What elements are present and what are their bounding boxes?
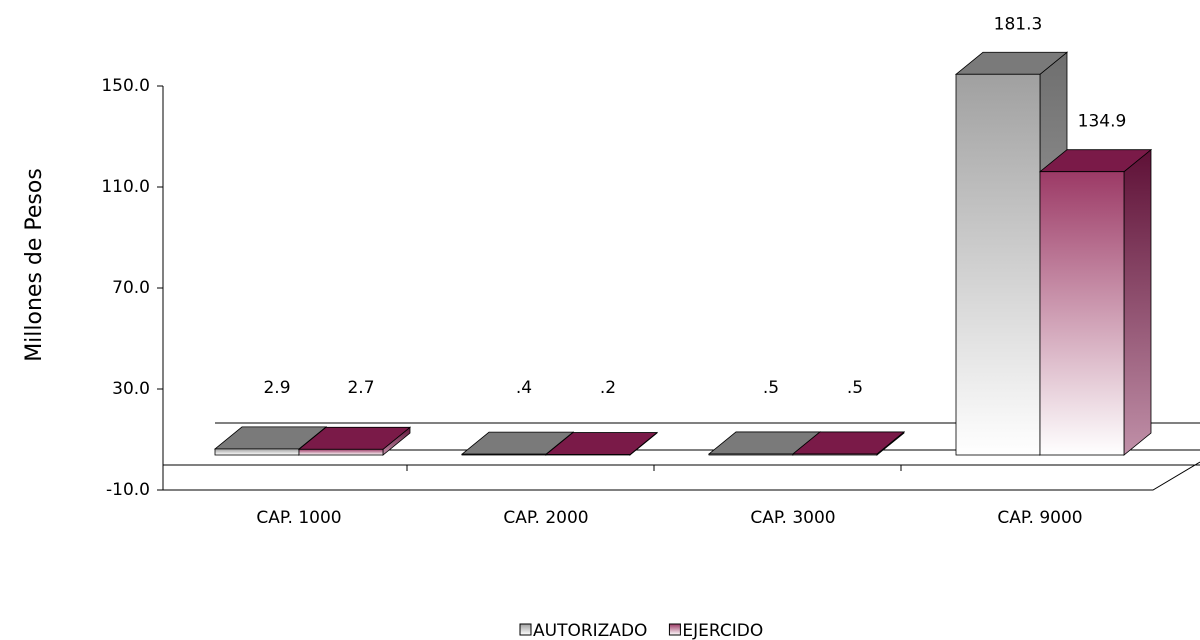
y-tick-label: 70.0 bbox=[112, 278, 150, 298]
bar-side bbox=[1123, 148, 1152, 456]
value-label: 181.3 bbox=[994, 14, 1043, 34]
bar bbox=[792, 453, 878, 456]
value-label: 2.7 bbox=[347, 378, 374, 398]
y-tick-label: 150.0 bbox=[101, 76, 150, 96]
legend-label: EJERCIDO bbox=[682, 621, 763, 640]
x-tick-label: CAP. 2000 bbox=[503, 508, 588, 528]
value-label: 134.9 bbox=[1078, 112, 1127, 132]
bar bbox=[955, 73, 1041, 456]
x-tick-label: CAP. 1000 bbox=[256, 508, 341, 528]
bar bbox=[214, 448, 300, 456]
x-tick-label: CAP. 3000 bbox=[750, 508, 835, 528]
y-tick-label: 30.0 bbox=[112, 379, 150, 399]
bar bbox=[461, 453, 547, 456]
legend-swatch bbox=[519, 623, 532, 636]
value-label: .2 bbox=[600, 378, 616, 398]
legend-label: AUTORIZADO bbox=[533, 621, 647, 640]
bar bbox=[708, 453, 794, 456]
y-axis-title: Millones de Pesos bbox=[22, 168, 47, 362]
bar bbox=[1039, 171, 1125, 456]
value-label: .4 bbox=[516, 378, 532, 398]
value-label: .5 bbox=[847, 378, 863, 398]
bar bbox=[298, 448, 384, 456]
value-label: .5 bbox=[763, 378, 779, 398]
y-tick-label: -10.0 bbox=[106, 480, 150, 500]
y-tick-label: 110.0 bbox=[101, 177, 150, 197]
value-label: 2.9 bbox=[263, 378, 290, 398]
legend-swatch bbox=[668, 623, 681, 636]
x-tick-label: CAP. 9000 bbox=[997, 508, 1082, 528]
